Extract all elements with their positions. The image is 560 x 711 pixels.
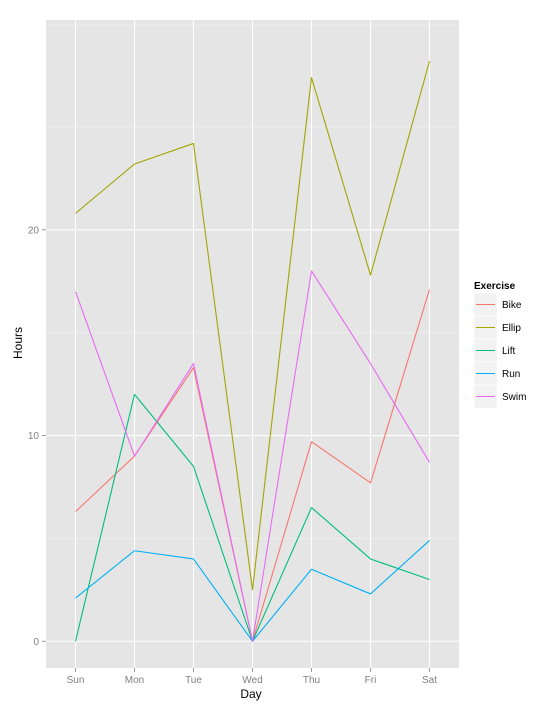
grid-major [46, 20, 459, 668]
y-axis: 0 10 20 [28, 225, 46, 648]
x-axis-title: Day [240, 687, 261, 701]
x-tick-label: Tue [185, 675, 202, 686]
series-line-swim [74, 270, 430, 642]
legend-label-run: Run [502, 369, 520, 380]
legend: Exercise Bike Ellip Lift Run Swim [473, 281, 526, 409]
x-tick-label: Fri [365, 675, 377, 686]
legend-title: Exercise [474, 281, 516, 292]
x-tick-label: Mon [125, 675, 144, 686]
x-axis: Sun Mon Tue Wed Thu Fri Sat [67, 668, 437, 686]
series-lines [74, 60, 431, 642]
x-tick-label: Thu [303, 675, 320, 686]
series-line-ellip [75, 60, 431, 591]
x-tick-label: Sat [422, 675, 437, 686]
y-tick-label: 20 [28, 225, 40, 236]
legend-label-ellip: Ellip [502, 323, 521, 334]
y-tick-label: 0 [33, 637, 39, 648]
legend-label-swim: Swim [502, 392, 526, 403]
legend-label-lift: Lift [502, 346, 516, 357]
x-tick-label: Sun [67, 675, 85, 686]
y-tick-label: 10 [28, 431, 40, 442]
legend-label-bike: Bike [502, 300, 522, 311]
x-tick-label: Wed [242, 675, 262, 686]
y-axis-title: Hours [11, 327, 25, 359]
